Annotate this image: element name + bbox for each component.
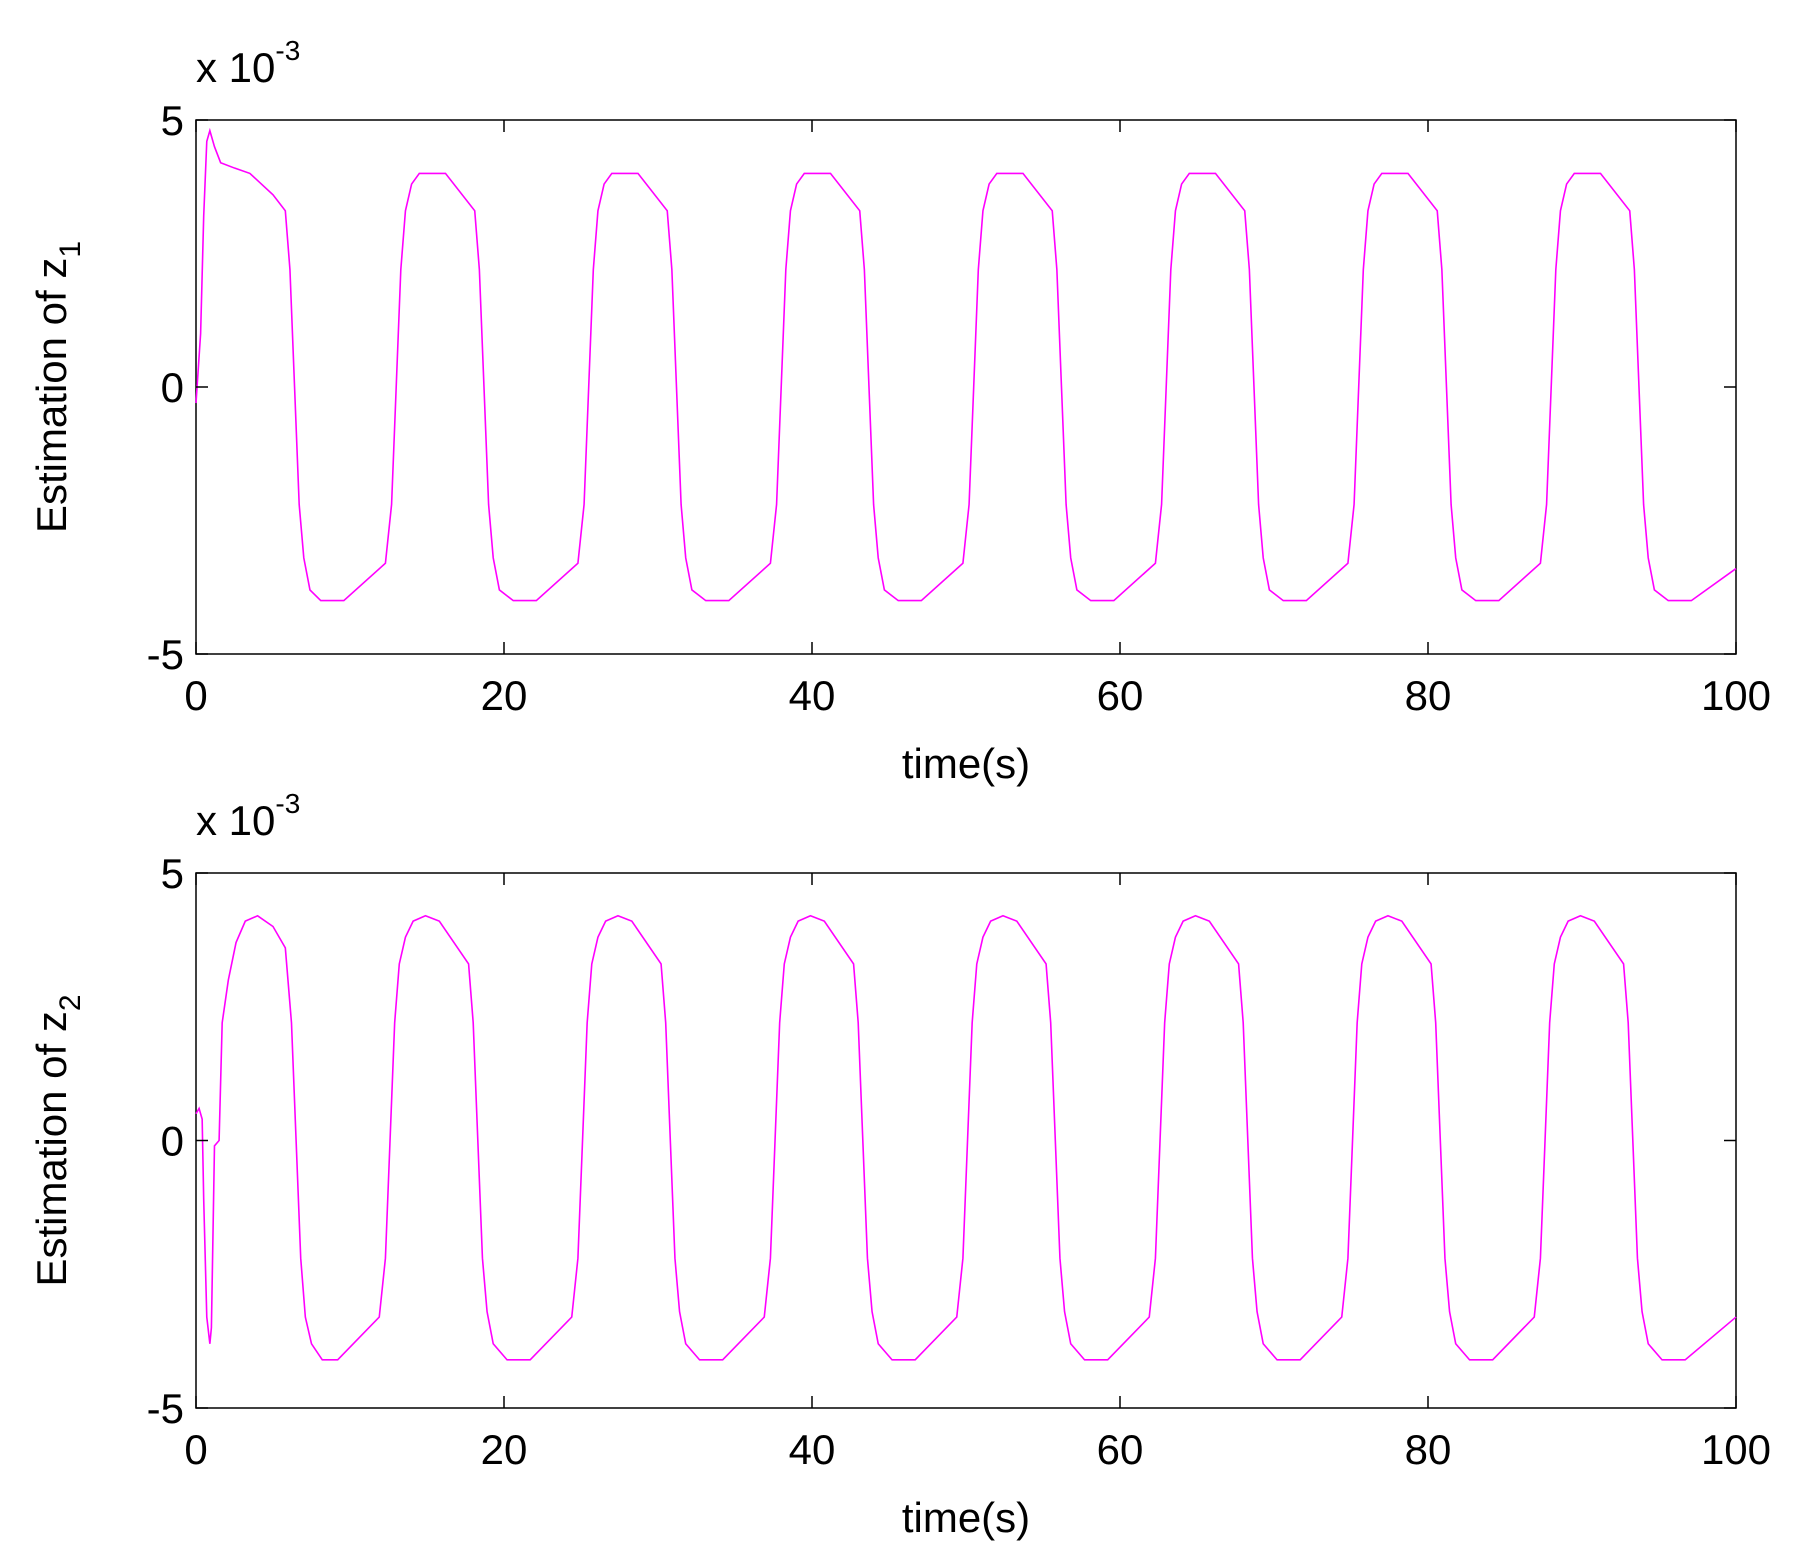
multiplier-exponent: -3 — [275, 788, 300, 819]
x-axis-label: time(s) — [902, 1494, 1030, 1541]
multiplier-base: x 10 — [196, 44, 275, 91]
y-label-subscript: 1 — [54, 241, 87, 258]
axes-frame — [195, 872, 1737, 1409]
x-tick-label: 0 — [184, 1426, 207, 1473]
y-tick-label: 5 — [161, 97, 184, 144]
x-tick-label: 40 — [789, 672, 836, 719]
data-line — [195, 914, 1737, 1361]
x-tick-label: 60 — [1097, 1426, 1144, 1473]
y-label-subscript: 2 — [54, 994, 87, 1011]
data-line — [195, 127, 1737, 602]
x-tick-label: 80 — [1405, 1426, 1452, 1473]
x-tick-label: 20 — [481, 672, 528, 719]
x-tick-label: 100 — [1701, 672, 1771, 719]
multiplier-exponent: -3 — [275, 35, 300, 66]
axis-multiplier: x 10-3 — [196, 788, 300, 844]
y-tick-label: 0 — [161, 364, 184, 411]
x-tick-label: 100 — [1701, 1426, 1771, 1473]
y-tick-label: -5 — [147, 1385, 184, 1432]
y-axis-label: Estimation of z1 — [28, 241, 87, 533]
x-tick-label: 40 — [789, 1426, 836, 1473]
axes-frame — [195, 119, 1737, 655]
y-label-main: Estimation of z — [28, 1011, 75, 1286]
y-axis-label: Estimation of z2 — [28, 994, 87, 1286]
x-tick-label: 80 — [1405, 672, 1452, 719]
x-tick-label: 20 — [481, 1426, 528, 1473]
axis-multiplier: x 10-3 — [196, 35, 300, 91]
y-label-main: Estimation of z — [28, 258, 75, 533]
x-axis-label: time(s) — [902, 740, 1030, 787]
multiplier-base: x 10 — [196, 797, 275, 844]
x-tick-label: 0 — [184, 672, 207, 719]
y-tick-label: 0 — [161, 1118, 184, 1165]
x-tick-label: 60 — [1097, 672, 1144, 719]
y-tick-label: -5 — [147, 631, 184, 678]
y-tick-label: 5 — [161, 850, 184, 897]
